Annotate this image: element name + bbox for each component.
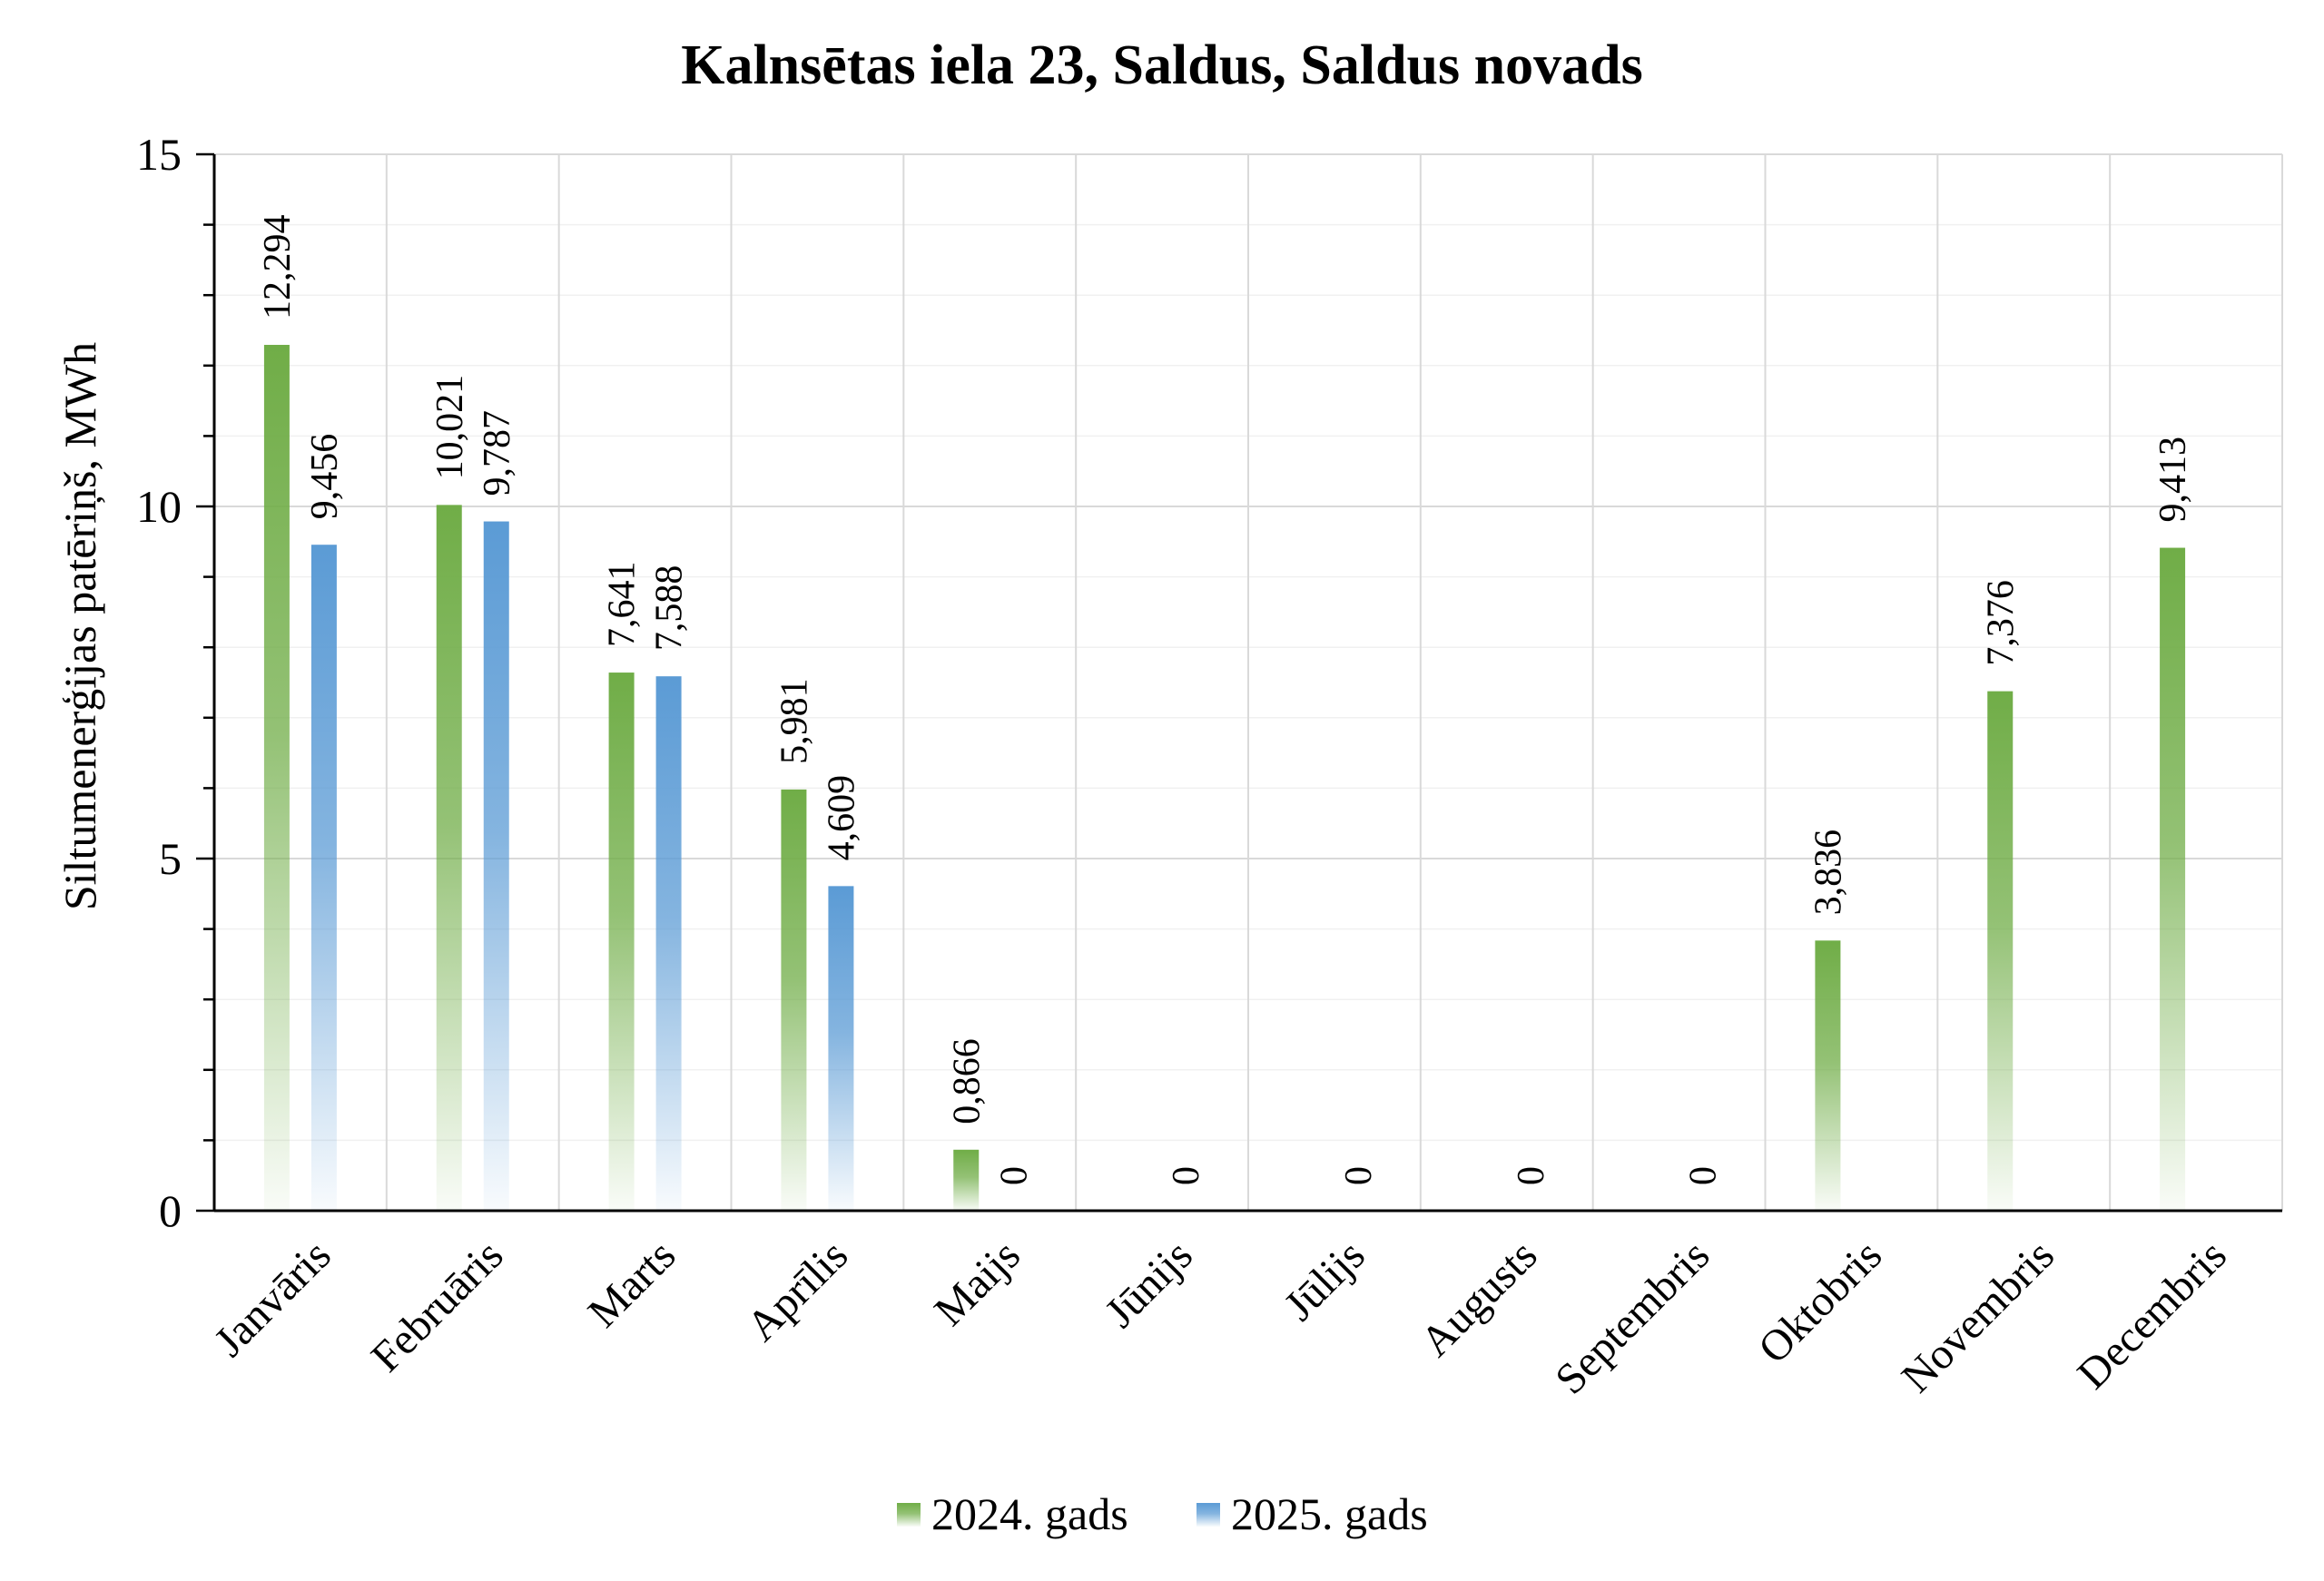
bar-2025	[483, 521, 509, 1211]
data-label: 0	[1511, 1166, 1552, 1185]
bar-2024	[953, 1149, 980, 1211]
data-label: 10,021	[429, 375, 471, 480]
labels-layer: 12,294 9,456 Janvāris 10,021 9,787 Februāris 7…	[205, 214, 2236, 1403]
bar-2025	[310, 545, 337, 1211]
data-label: 9,787	[477, 410, 518, 496]
bar-2024	[263, 344, 290, 1211]
y-tick-label: 10	[136, 481, 182, 532]
data-label: 4,609	[821, 775, 862, 861]
x-tick-label: Aprīlis	[737, 1231, 857, 1350]
bar-2025	[655, 676, 682, 1211]
data-label: 0	[1683, 1166, 1725, 1185]
y-axis-label: Siltumenerģijas patēriņš, MWh	[54, 342, 105, 910]
data-label: 0,866	[946, 1038, 988, 1124]
bar-2025	[828, 886, 854, 1211]
data-label: 7,376	[1980, 580, 2022, 666]
data-label: 0	[1338, 1166, 1380, 1185]
x-tick-label: Decembris	[2068, 1231, 2235, 1398]
legend-label: 2024. gads	[931, 1488, 1128, 1539]
axes-layer: 0 5 10 15	[136, 129, 2282, 1236]
x-tick-label: Jūlijs	[1275, 1231, 1374, 1330]
bar-2024	[2160, 547, 2186, 1211]
data-label: 3,836	[1807, 830, 1849, 916]
data-label: 9,456	[304, 434, 346, 520]
grid-layer	[214, 153, 2283, 1211]
x-tick-label: Novembris	[1893, 1231, 2063, 1401]
y-tick-label: 15	[136, 129, 182, 180]
legend: 2024. gads 2025. gads	[897, 1488, 1428, 1539]
data-label: 9,413	[2152, 437, 2194, 523]
y-tick-label: 5	[159, 833, 182, 884]
x-tick-label: Marts	[579, 1231, 685, 1337]
data-label: 12,294	[257, 214, 299, 319]
x-tick-label: Augusts	[1412, 1231, 1547, 1366]
chart-title: Kalnsētas iela 23, Saldus, Saldus novads	[681, 34, 1643, 96]
data-label: 0	[993, 1166, 1035, 1185]
bar-2024	[436, 505, 462, 1211]
data-label: 7,588	[649, 565, 691, 652]
data-label: 0	[1166, 1166, 1207, 1185]
x-tick-label: Jūnijs	[1096, 1231, 1202, 1337]
bars-layer	[263, 344, 2186, 1211]
data-label: 7,641	[602, 562, 644, 648]
y-tick-label: 0	[159, 1185, 182, 1236]
x-tick-label: Maijs	[925, 1231, 1029, 1335]
bar-2024	[608, 673, 635, 1211]
bar-2024	[1987, 691, 2014, 1211]
x-tick-label: Janvāris	[205, 1231, 340, 1366]
x-tick-label: Oktobris	[1749, 1231, 1891, 1372]
legend-swatch	[1196, 1503, 1220, 1527]
legend-label: 2025. gads	[1231, 1488, 1428, 1539]
bar-2024	[781, 789, 807, 1211]
bar-2024	[1815, 940, 1841, 1211]
legend-swatch	[897, 1503, 921, 1527]
x-tick-label: Februāris	[362, 1231, 513, 1381]
x-tick-label: Septembris	[1546, 1231, 1718, 1403]
data-label: 5,981	[773, 678, 815, 764]
